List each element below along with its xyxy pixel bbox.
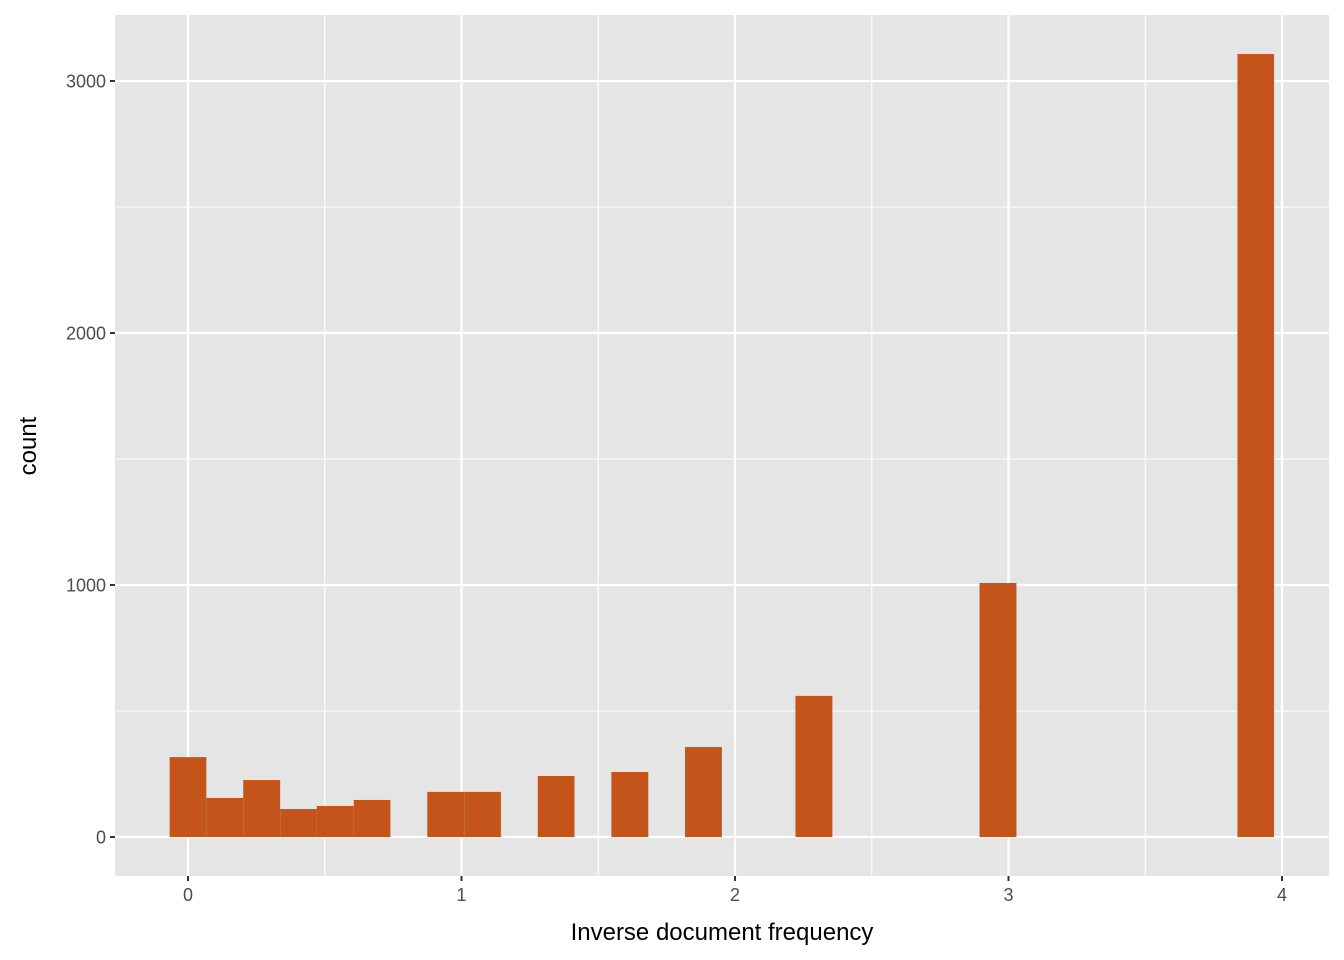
y-tick-label: 1000: [66, 576, 106, 596]
histogram-bar: [206, 797, 244, 837]
x-tick-label: 0: [183, 885, 193, 905]
histogram-bar: [795, 695, 833, 837]
y-tick-label: 2000: [66, 324, 106, 344]
histogram-bar: [243, 780, 281, 837]
histogram-bar: [427, 791, 465, 837]
histogram-bar: [684, 747, 722, 837]
histogram-bar: [1237, 54, 1275, 837]
histogram-bar: [979, 582, 1017, 837]
y-tick-label: 3000: [66, 72, 106, 92]
y-axis: 0 1000 2000 3000: [66, 72, 115, 848]
major-gridlines: [115, 15, 1329, 876]
histogram-bars: [169, 54, 1275, 837]
minor-gridlines: [115, 15, 1329, 876]
x-tick-label: 2: [730, 885, 740, 905]
histogram-bar: [280, 809, 317, 837]
plot-panel: [115, 15, 1329, 876]
x-axis: 0 1 2 3 4: [183, 876, 1287, 905]
histogram-bar: [353, 799, 391, 837]
x-tick-label: 3: [1003, 885, 1013, 905]
histogram-bar: [537, 776, 575, 837]
histogram-bar: [169, 757, 207, 837]
histogram-bar: [611, 771, 649, 837]
x-tick-label: 4: [1277, 885, 1287, 905]
x-tick-label: 1: [456, 885, 466, 905]
histogram-bar: [316, 806, 354, 837]
histogram-bar: [464, 791, 501, 837]
y-tick-label: 0: [96, 828, 106, 848]
y-axis-title: count: [15, 416, 42, 475]
x-axis-title: Inverse document frequency: [571, 919, 874, 946]
